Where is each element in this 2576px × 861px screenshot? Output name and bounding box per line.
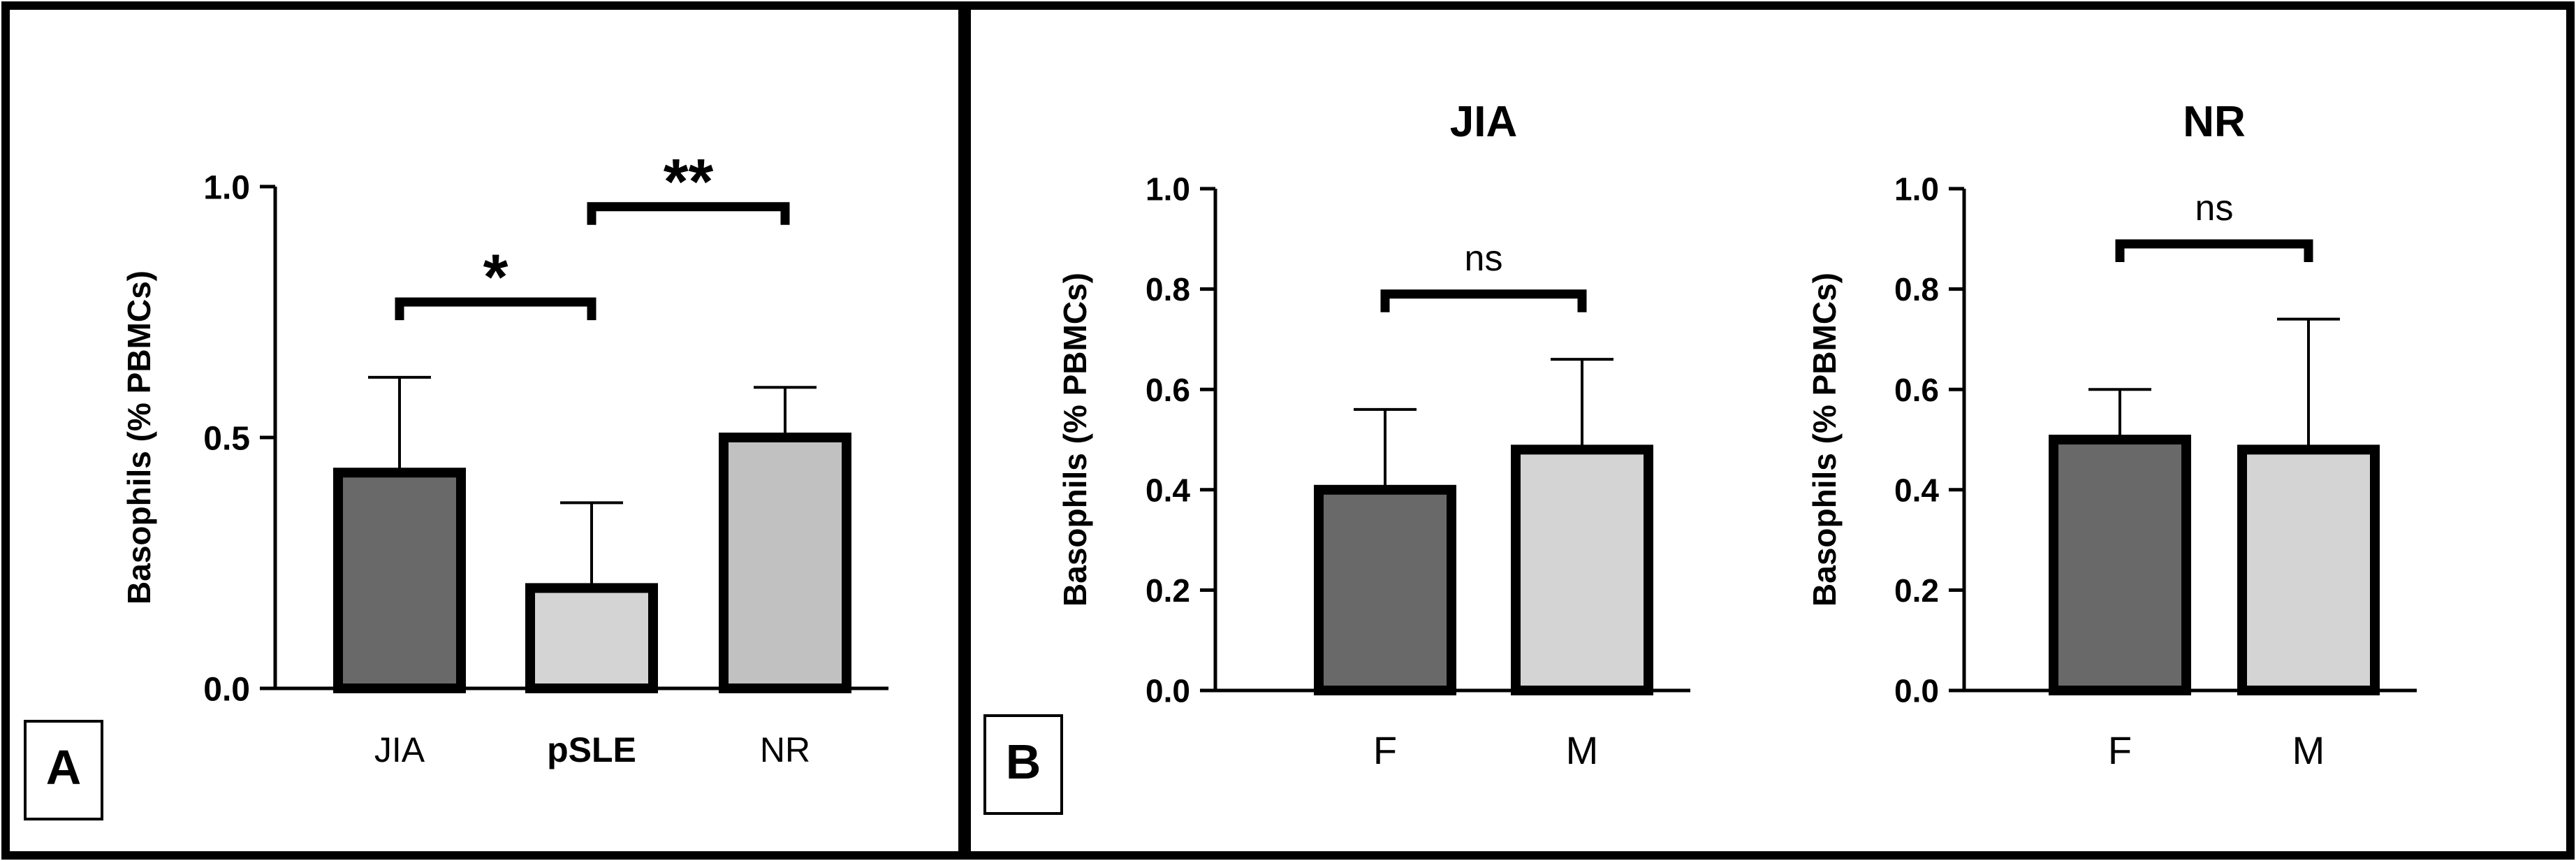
x-tick-label: F	[2108, 728, 2132, 772]
y-tick-label: 1.0	[1894, 171, 1939, 208]
panel-b-label: B	[1006, 735, 1041, 789]
bar-m	[1511, 444, 1653, 695]
panel-b-nr-chart: NR Basophils (% PBMCs) 0.0 0.2 0.4 0.6 0.8 1.0 F…	[1806, 98, 2417, 772]
y-tick-label: 0.0	[1894, 673, 1939, 709]
significance-label: ns	[1465, 238, 1503, 279]
bar-f	[2049, 435, 2191, 695]
x-tick-label: JIA	[374, 730, 425, 769]
y-axis-label: Basophils (% PBMCs)	[121, 270, 157, 605]
y-tick-label: 0.8	[1146, 271, 1190, 308]
y-tick-label: 0.0	[1146, 673, 1190, 709]
chart-title: NR	[2183, 98, 2246, 146]
x-tick-label: M	[1566, 728, 1599, 772]
panel-b-jia-chart: JIA Basophils (% PBMCs) 0.0 0.2 0.4 0.6 0.8 1.0…	[1057, 98, 1690, 772]
x-tick-label: pSLE	[547, 730, 636, 769]
y-tick-label: 1.0	[203, 169, 250, 206]
chart-title: JIA	[1450, 98, 1517, 146]
panel-b-label-box	[983, 714, 1063, 815]
y-axis-label: Basophils (% PBMCs)	[1806, 273, 1843, 607]
significance-bracket	[2115, 239, 2313, 262]
panel-b-frame	[963, 1, 2575, 860]
bar-jia	[333, 468, 466, 693]
y-tick-label: 0.4	[1894, 472, 1939, 508]
y-tick-label: 0.2	[1146, 572, 1190, 609]
significance-bracket	[1380, 289, 1587, 312]
y-tick-label: 1.0	[1146, 171, 1190, 208]
y-tick-label: 0.0	[203, 671, 250, 708]
y-tick-label: 0.6	[1146, 372, 1190, 408]
x-tick-label: NR	[760, 730, 810, 769]
significance-bracket	[395, 297, 597, 321]
significance-bracket	[587, 202, 790, 225]
significance-label: ns	[2195, 188, 2234, 229]
bar-nr	[719, 433, 851, 693]
y-tick-label: 0.8	[1894, 271, 1939, 308]
x-tick-label: M	[2292, 728, 2325, 772]
x-tick-label: F	[1373, 728, 1397, 772]
y-tick-label: 0.5	[203, 420, 250, 457]
y-axis-label: Basophils (% PBMCs)	[1057, 273, 1093, 607]
bar-m	[2237, 444, 2380, 695]
significance-label: *	[483, 242, 508, 313]
bar-f	[1314, 484, 1456, 695]
y-tick-label: 0.6	[1894, 372, 1939, 408]
panel-a-frame	[1, 1, 967, 860]
y-tick-label: 0.2	[1894, 572, 1939, 609]
significance-label: **	[664, 147, 714, 218]
panel-a-label: A	[46, 740, 82, 795]
y-tick-label: 0.4	[1146, 472, 1190, 508]
panel-a-label-box	[24, 720, 103, 820]
bar-psle	[525, 583, 658, 694]
